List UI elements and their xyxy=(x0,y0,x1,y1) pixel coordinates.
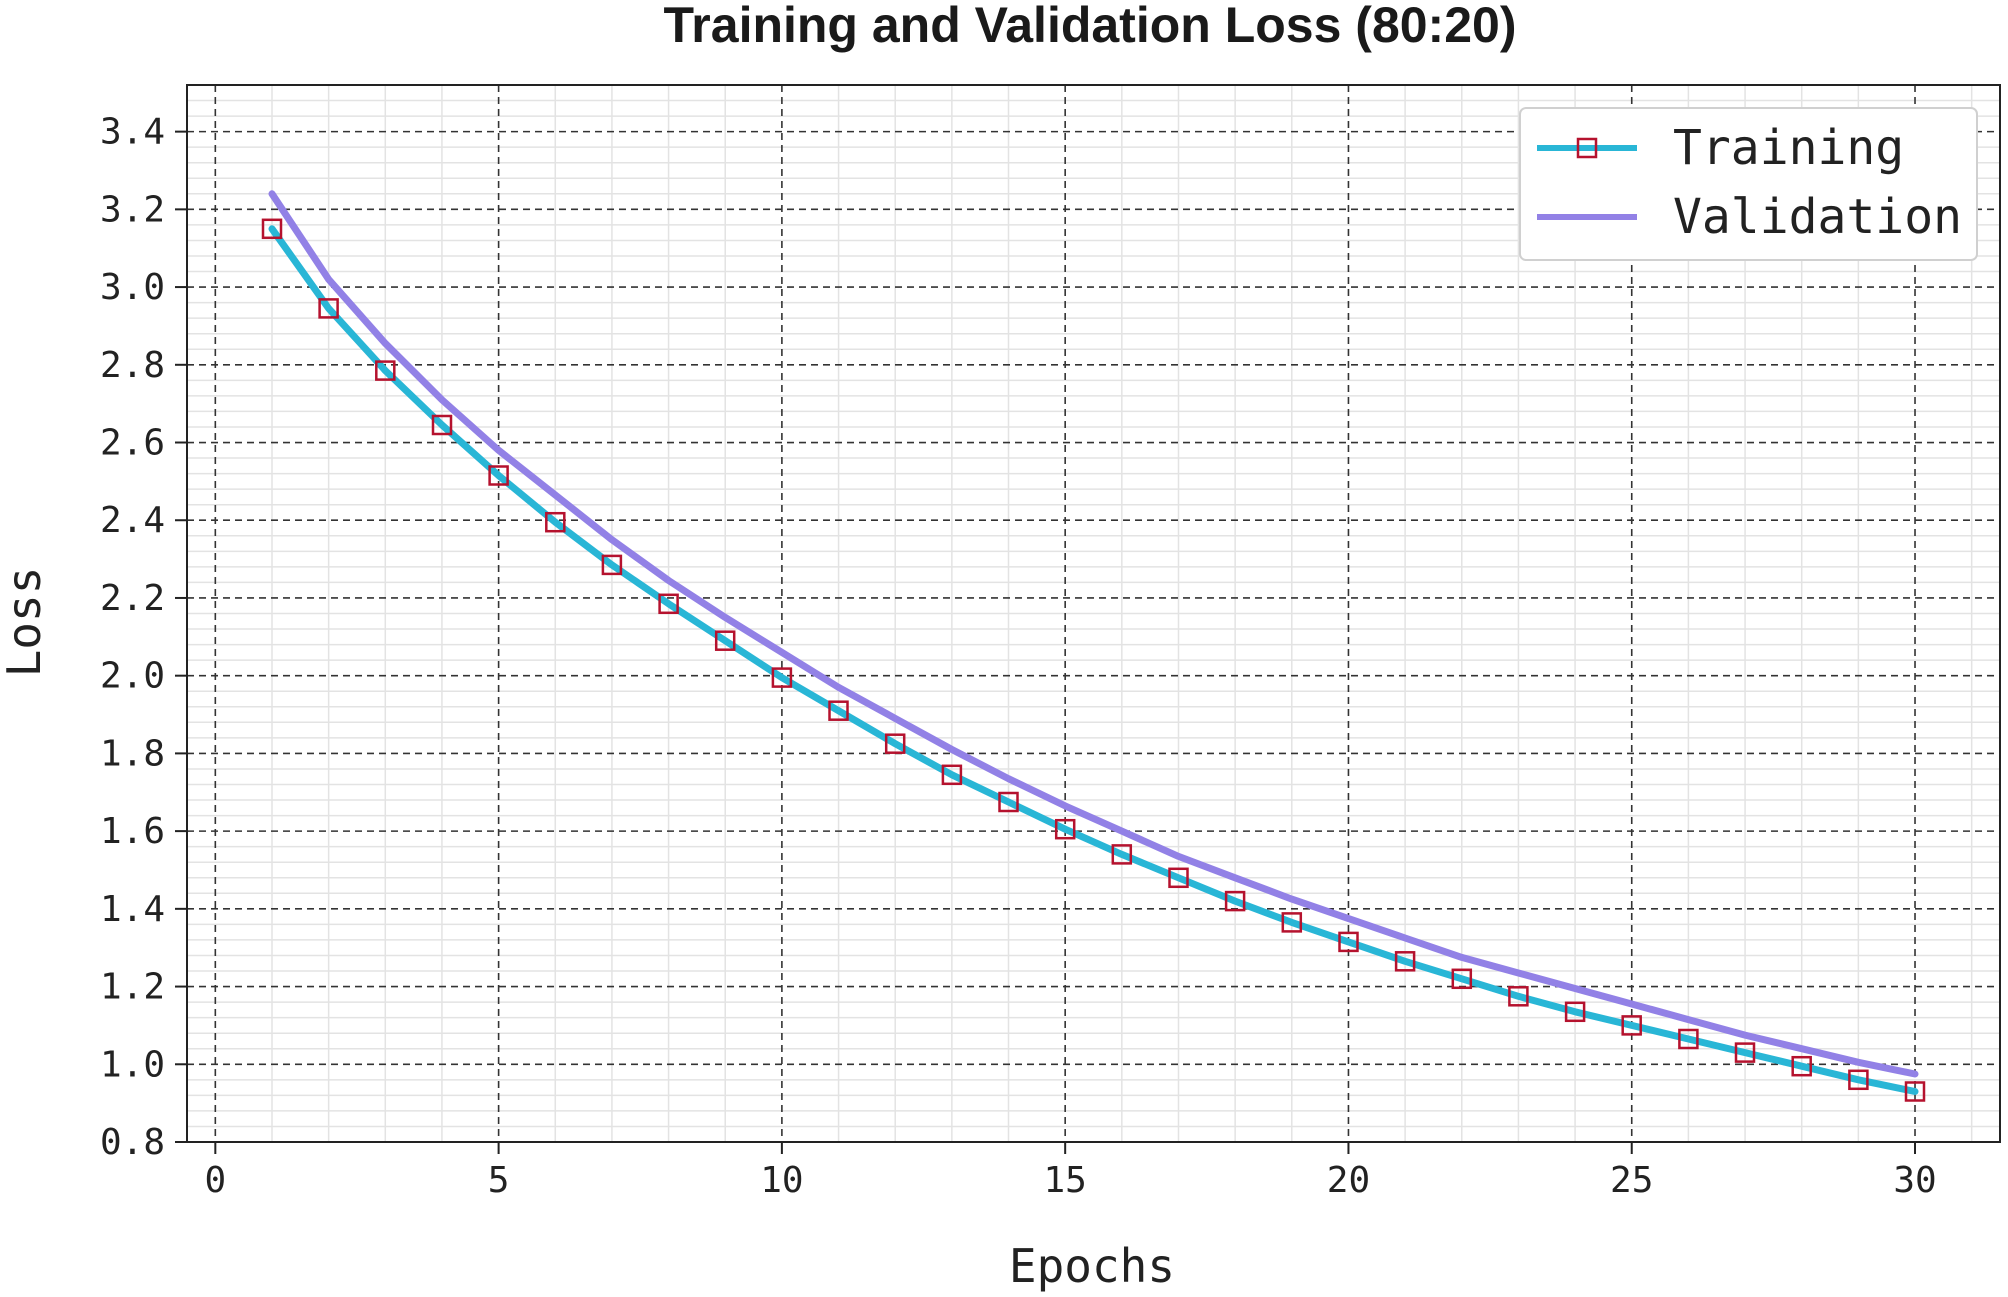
major-grid xyxy=(187,85,2000,1143)
y-tick-label: 2.8 xyxy=(100,345,165,386)
x-tick-label: 25 xyxy=(1610,1160,1653,1201)
legend-training-label: Training xyxy=(1673,120,1904,176)
data-point-training xyxy=(375,360,396,381)
data-point-training xyxy=(828,700,849,721)
data-point-training xyxy=(771,667,793,688)
data-point-training xyxy=(601,554,623,576)
data-point-training xyxy=(1678,1028,1699,1050)
x-tick-label: 30 xyxy=(1893,1160,1936,1201)
data-point-training xyxy=(261,218,283,240)
data-point-training xyxy=(318,298,339,319)
y-tick-label: 2.4 xyxy=(100,500,165,541)
series-group xyxy=(261,190,1926,1102)
x-tick-label: 0 xyxy=(204,1160,226,1201)
data-point-training xyxy=(1508,986,1529,1007)
data-point-training xyxy=(941,764,963,786)
y-tick-label: 1.4 xyxy=(100,889,165,930)
data-point-training xyxy=(1394,951,1416,972)
y-tick-label: 1.0 xyxy=(100,1044,165,1085)
legend-validation-label: Validation xyxy=(1673,189,1962,245)
y-tick-label: 2.2 xyxy=(100,578,165,619)
y-tick-label: 3.0 xyxy=(100,267,165,308)
legend-training-marker xyxy=(1576,137,1598,159)
y-tick-label: 2.0 xyxy=(100,656,165,697)
data-point-training xyxy=(1848,1069,1869,1091)
y-axis-label: Loss xyxy=(0,567,51,678)
data-point-training xyxy=(431,414,453,436)
x-tick-label: 20 xyxy=(1327,1160,1370,1201)
data-point-training xyxy=(1451,968,1473,990)
y-tick-label: 0.8 xyxy=(100,1122,165,1163)
chart-title: Training and Validation Loss (80:20) xyxy=(664,0,1517,53)
series-line-validation xyxy=(268,190,1919,1078)
data-point-training xyxy=(1734,1042,1756,1063)
data-point-training xyxy=(1564,1001,1586,1023)
data-point-training xyxy=(1791,1055,1812,1077)
x-tick-label: 10 xyxy=(760,1160,803,1201)
x-tick-label: 5 xyxy=(488,1160,510,1201)
legend: Training Validation xyxy=(1519,107,1978,261)
data-point-training xyxy=(1281,912,1303,933)
data-point-training xyxy=(884,733,906,754)
x-axis-label: Epochs xyxy=(1009,1239,1175,1293)
axis-ticks: 0 5 10 15 20 25 30 0.8 1.0 1.2 1.4 1.6 1.8 2.0 2.2 2.4 2… xyxy=(100,112,1937,1201)
y-tick-label: 2.6 xyxy=(100,423,165,464)
plot-frame xyxy=(186,84,2001,1143)
data-point-training xyxy=(1168,867,1189,889)
minor-grid xyxy=(187,85,2000,1142)
data-point-training xyxy=(998,791,1019,813)
data-point-training xyxy=(1904,1081,1926,1102)
data-point-training xyxy=(658,593,679,615)
data-point-training xyxy=(1621,1015,1642,1036)
y-tick-label: 1.2 xyxy=(100,967,165,1008)
data-point-training xyxy=(545,511,566,533)
data-point-training xyxy=(1054,818,1076,840)
y-tick-label: 1.8 xyxy=(100,733,165,774)
data-point-training xyxy=(714,630,736,651)
y-tick-label: 3.4 xyxy=(100,112,165,153)
y-tick-label: 3.2 xyxy=(100,189,165,230)
data-point-training xyxy=(1224,890,1246,912)
data-point-training xyxy=(1338,931,1359,953)
y-tick-label: 1.6 xyxy=(100,811,165,852)
data-point-training xyxy=(488,465,509,486)
data-point-training xyxy=(1111,844,1133,865)
x-tick-label: 15 xyxy=(1043,1160,1086,1201)
